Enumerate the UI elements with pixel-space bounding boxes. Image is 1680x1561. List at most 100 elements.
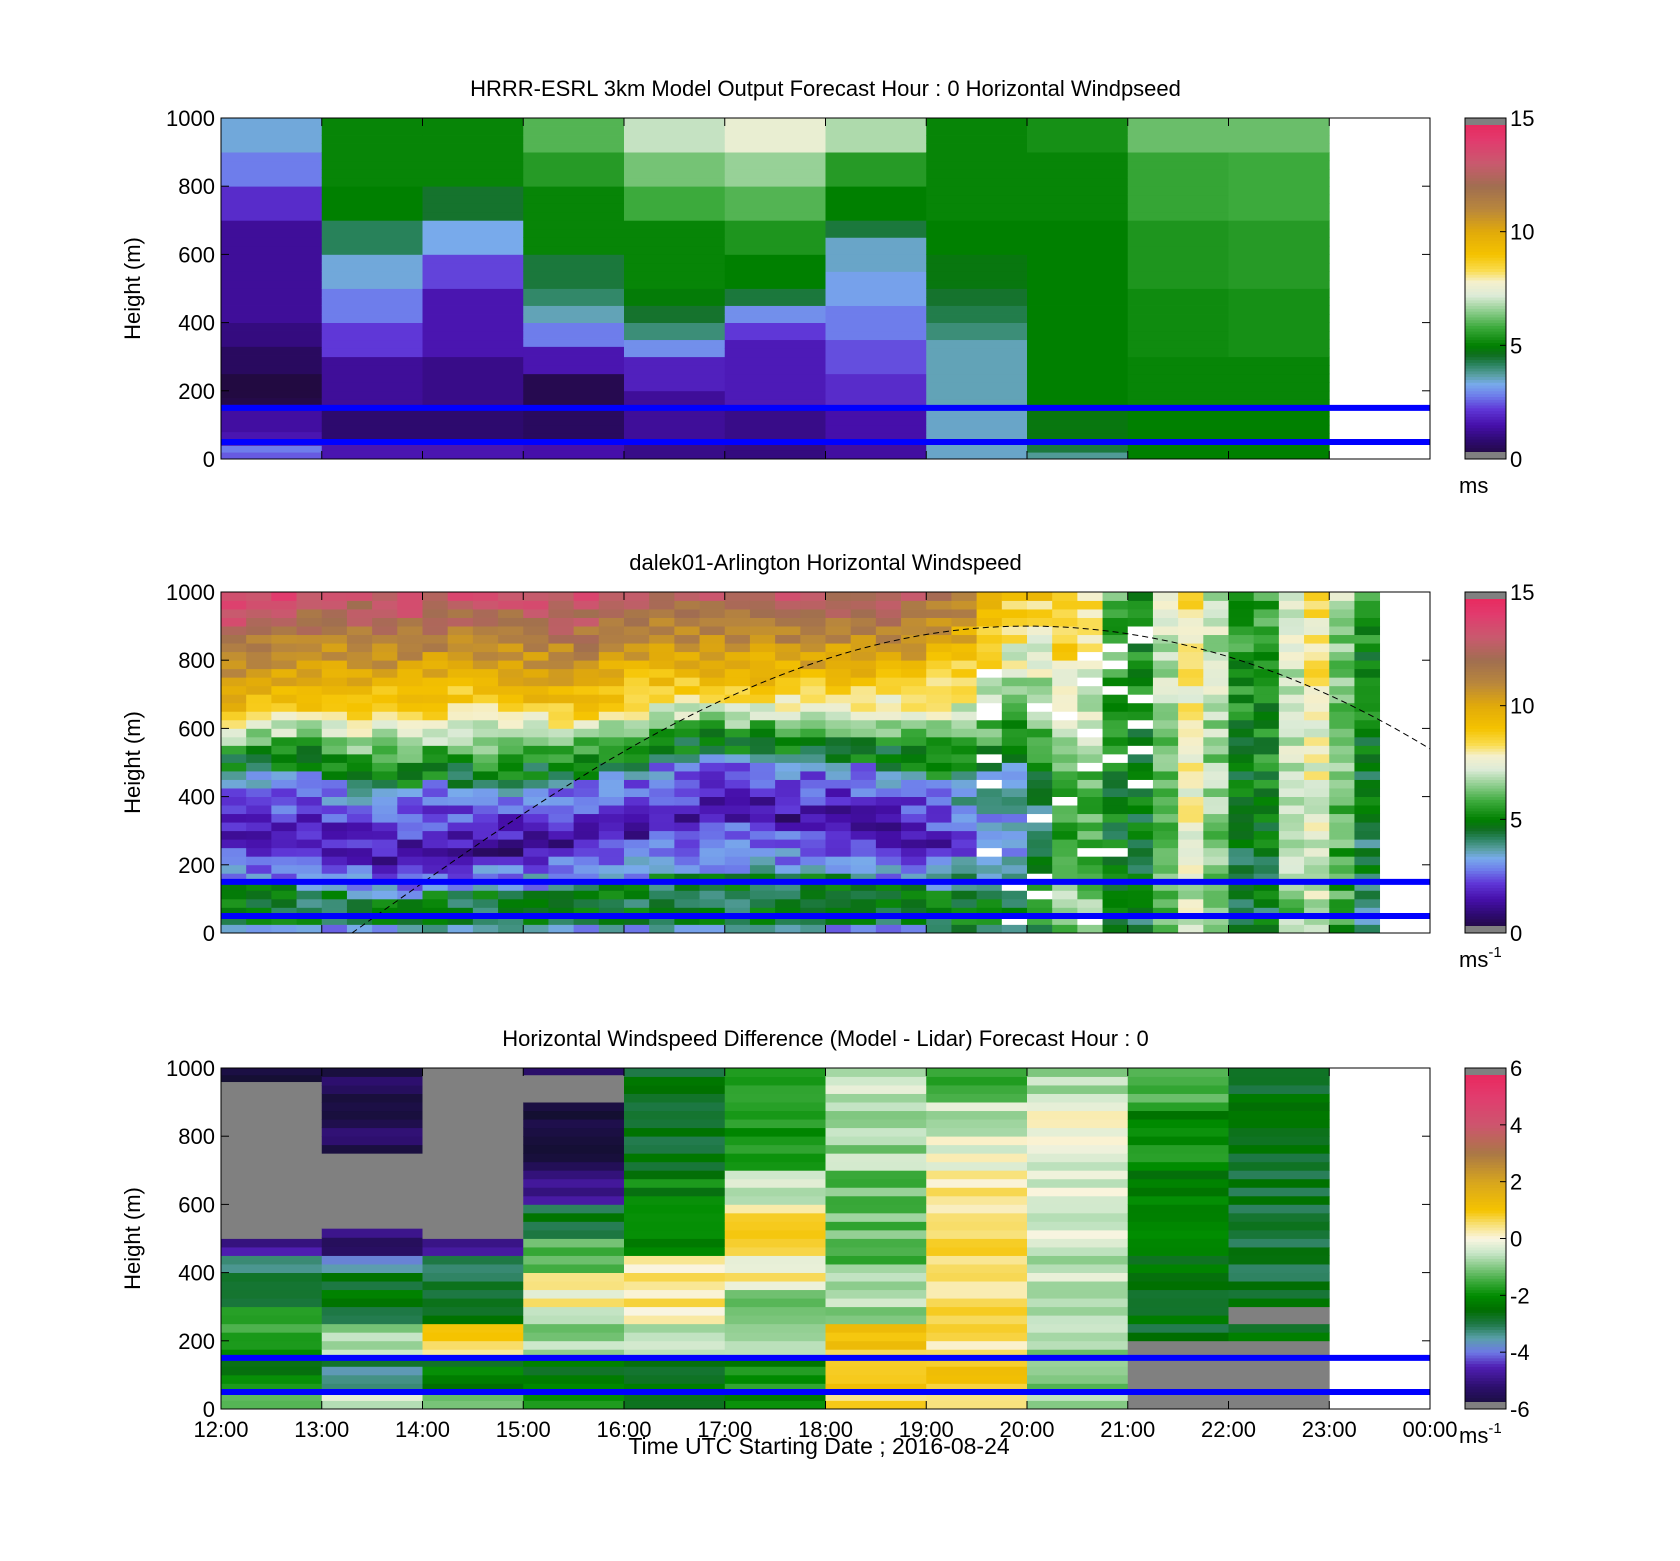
heatmap-cell <box>1027 1102 1129 1112</box>
heatmap-cell <box>573 626 600 636</box>
heatmap-cell <box>321 907 348 917</box>
heatmap-cell <box>976 881 1003 891</box>
heatmap-cell <box>422 228 524 238</box>
heatmap-cell <box>498 822 524 832</box>
heatmap-cell <box>749 762 776 772</box>
heatmap-cell <box>976 651 1003 661</box>
heatmap-cell <box>926 609 952 618</box>
colorbar-segment <box>1465 1099 1506 1103</box>
colorbar-segment <box>1465 333 1506 338</box>
heatmap-cell <box>649 651 675 661</box>
heatmap-cell <box>246 864 272 874</box>
heatmap-cell <box>624 660 650 670</box>
heatmap-cell <box>1354 788 1381 797</box>
heatmap-cell <box>523 745 549 755</box>
heatmap-cell <box>1228 1195 1330 1205</box>
heatmap-cell <box>1253 736 1280 746</box>
heatmap-cell <box>1178 651 1204 661</box>
heatmap-cell <box>1001 694 1028 704</box>
heatmap-cell <box>523 626 549 636</box>
heatmap-cell <box>1077 881 1103 891</box>
heatmap-cell <box>321 796 348 806</box>
heatmap-cell <box>1052 796 1078 806</box>
heatmap-cell <box>1027 399 1129 409</box>
heatmap-cell <box>573 890 600 900</box>
heatmap-cell <box>1077 771 1103 780</box>
colorbar-segment <box>1465 850 1506 854</box>
heatmap-cell <box>850 736 877 746</box>
heatmap-cell <box>800 736 826 746</box>
heatmap-cell <box>724 1136 826 1146</box>
heatmap-cell <box>926 643 952 653</box>
panel-title: Horizontal Windspeed Difference (Model -… <box>502 1026 1148 1051</box>
heatmap-cell <box>296 668 323 678</box>
heatmap-cell <box>296 788 323 797</box>
heatmap-cell <box>1228 915 1255 925</box>
colorbar-segment <box>1465 132 1506 136</box>
heatmap-cell <box>1354 634 1381 644</box>
colorbar-segment <box>1465 1085 1506 1089</box>
heatmap-cell <box>523 1178 625 1188</box>
heatmap-cell <box>951 728 978 738</box>
heatmap-cell <box>624 881 650 891</box>
heatmap-cell <box>1304 677 1330 687</box>
colorbar-segment <box>1465 1207 1506 1211</box>
heatmap-cell <box>523 617 549 627</box>
heatmap-cell <box>926 1383 1028 1393</box>
heatmap-cell <box>699 694 726 704</box>
heatmap-cell <box>598 762 625 772</box>
heatmap-cell <box>296 898 323 908</box>
heatmap-cell <box>1127 1315 1229 1325</box>
heatmap-cell <box>1253 643 1280 653</box>
heatmap-cell <box>800 643 826 653</box>
heatmap-cell <box>523 1323 625 1333</box>
heatmap-cell <box>271 643 297 653</box>
heatmap-cell <box>1052 609 1078 618</box>
heatmap-cell <box>1127 1076 1229 1086</box>
heatmap-cell <box>724 177 826 187</box>
heatmap-cell <box>422 1323 524 1333</box>
heatmap-cell <box>1253 719 1280 729</box>
y-tick-label: 800 <box>178 1124 215 1149</box>
heatmap-cell <box>825 864 852 874</box>
colorbar-segment <box>1465 1073 1506 1078</box>
colorbar-segment <box>1465 753 1506 758</box>
heatmap-cell <box>825 390 927 400</box>
heatmap-cell <box>1001 779 1028 789</box>
heatmap-cell <box>321 390 423 400</box>
colorbar-segment <box>1465 1360 1506 1365</box>
heatmap-cells <box>221 1068 1330 1410</box>
heatmap-cell <box>321 1127 423 1137</box>
heatmap-cell <box>724 1366 826 1376</box>
heatmap-cell <box>372 643 398 653</box>
heatmap-cell <box>523 915 549 925</box>
heatmap-cell <box>1001 762 1028 772</box>
heatmap-cell <box>1228 254 1330 264</box>
colorbar-segment <box>1465 1281 1506 1285</box>
heatmap-cell <box>800 719 826 729</box>
colorbar-segment <box>1465 137 1506 142</box>
heatmap-cell <box>422 1298 524 1308</box>
heatmap-cell <box>523 194 625 204</box>
heatmap-cell <box>825 245 927 255</box>
heatmap-cell <box>850 796 877 806</box>
heatmap-cell <box>221 1081 323 1239</box>
heatmap-cell <box>321 433 423 443</box>
heatmap-cell <box>1178 685 1204 695</box>
heatmap-cell <box>1027 1144 1129 1154</box>
heatmap-cell <box>1329 915 1355 925</box>
heatmap-cell <box>1027 728 1053 738</box>
heatmap-cell <box>221 694 247 704</box>
heatmap-cell <box>498 677 524 687</box>
heatmap-cell <box>699 702 726 712</box>
heatmap-cell <box>1077 762 1103 772</box>
heatmap-cell <box>1077 728 1103 738</box>
heatmap-cell <box>775 634 801 644</box>
heatmap-cell <box>825 407 927 417</box>
heatmap-cell <box>321 356 423 366</box>
heatmap-cell <box>1228 864 1255 874</box>
heatmap-cell <box>246 881 272 891</box>
heatmap-cell <box>346 677 373 687</box>
heatmap-cell <box>926 1153 1028 1163</box>
heatmap-cell <box>1027 600 1053 610</box>
